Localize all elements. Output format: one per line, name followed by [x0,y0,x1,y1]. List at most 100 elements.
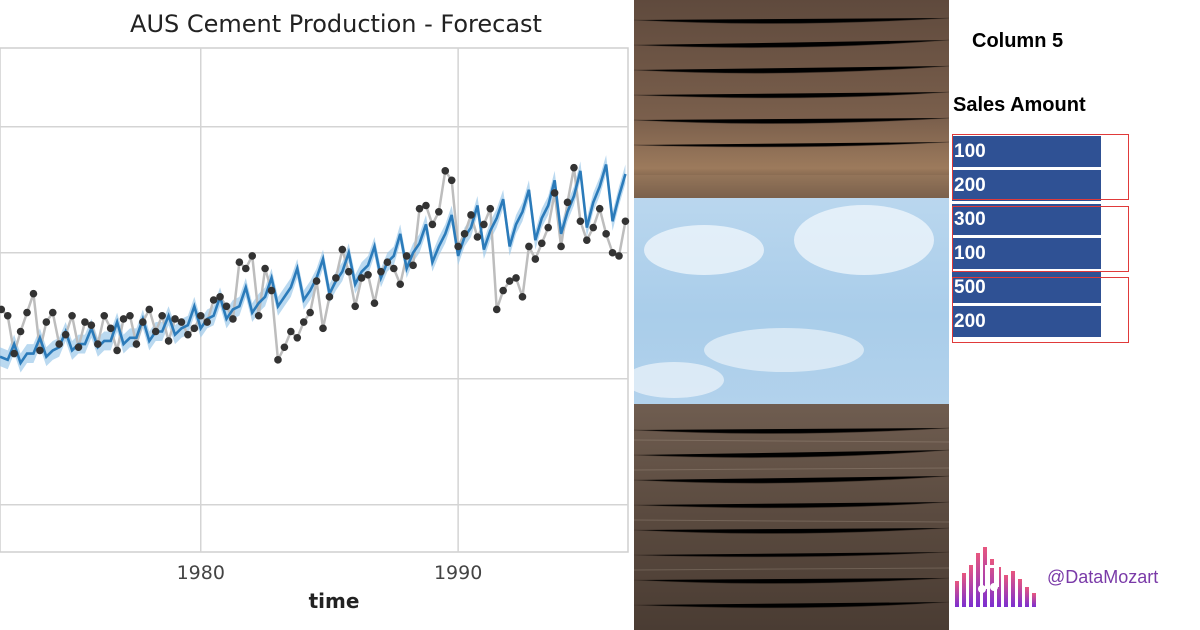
observed-point [132,340,141,348]
observed-point [460,230,469,238]
observed-point [306,308,314,317]
music-bars-icon [953,545,1039,614]
observed-point [589,223,598,232]
observed-point [344,267,353,276]
observed-point [473,233,482,241]
observed-point [55,340,63,348]
observed-point [325,293,334,301]
observed-point [196,311,205,320]
table-cell: 100 [952,238,1101,270]
observed-point [203,318,211,326]
observed-point [467,211,475,219]
observed-point [235,258,244,267]
observed-point [48,308,57,317]
observed-point [608,248,617,257]
observed-point [10,349,18,358]
observed-point [248,252,257,260]
table-cell: 300 [952,204,1101,236]
table-cell: 100 [952,136,1101,168]
observed-point [312,277,321,285]
observed-point [36,346,44,355]
observed-point [145,305,154,314]
observed-point [299,318,308,326]
forecast-chart: 1980 1990 time [0,47,630,613]
group-outline [952,134,1129,200]
observed-point [351,302,359,311]
observed-point [126,311,134,320]
observed-point [23,308,31,317]
observed-point [570,163,578,172]
observed-point [441,167,450,175]
observed-point [332,274,340,282]
observed-point [241,264,250,273]
wood-window-photo [634,0,949,630]
observed-point [42,318,51,326]
table-visual: Column 5 Sales Amount 100 200 300 100 50… [949,0,1200,630]
group-outline [952,206,1129,272]
observed-point [563,198,572,207]
observed-point [16,327,25,336]
observed-point [377,267,385,276]
observed-point [119,315,128,323]
observed-point [158,311,166,320]
observed-point [100,311,109,320]
observed-point [190,324,199,333]
x-axis-label: time [309,589,360,613]
observed-point [94,340,102,348]
observed-point [68,311,76,320]
observed-point [370,299,379,307]
column-header: Sales Amount [953,94,1086,116]
observed-point [29,289,38,298]
observed-point [261,264,269,273]
observed-point [338,245,347,254]
observed-point [287,327,295,336]
observed-point [222,302,231,311]
plot-area [0,47,629,553]
observed-point [81,318,89,326]
forecast-line [0,164,627,366]
observed-point [447,176,456,185]
observed-point [583,236,591,244]
observed-point [106,324,115,333]
observed-point [402,252,411,260]
observed-point [229,315,237,323]
observed-point [531,255,540,263]
observed-point [595,204,604,213]
observed-point [0,305,6,314]
x-tick-label: 1990 [434,562,482,584]
brand-handle: @DataMozart [1047,567,1159,587]
observed-point [557,242,565,251]
observed-point [293,334,302,342]
observed-point [139,318,147,326]
observed-point [61,330,70,339]
observed-point [280,343,289,352]
observed-point [512,274,520,282]
observed-point [357,274,366,282]
observed-point [492,305,501,314]
table-cell: 200 [952,170,1101,202]
observed-point [254,311,263,320]
observed-point [518,293,527,301]
x-tick-label: 1980 [177,562,225,584]
observed-point [537,239,546,248]
observed-point [319,324,327,333]
observed-point [525,242,533,251]
observed-point [428,220,437,229]
observed-point [576,217,585,226]
observed-point [383,258,392,267]
observed-point [550,189,559,197]
observed-point [209,296,218,304]
observed-point [480,220,488,229]
chart-panel: 1980 1990 time AUS Cement Production - For… [0,10,630,613]
observed-point [615,252,623,260]
observed-point [171,315,179,323]
observed-point [184,330,192,339]
observed-point [274,356,282,364]
observed-point [216,293,224,301]
observed-point [3,311,12,320]
observed-point [74,343,83,352]
observed-point [422,201,430,210]
observed-point [164,337,173,345]
observed-point [435,208,443,216]
observed-point [544,223,553,232]
